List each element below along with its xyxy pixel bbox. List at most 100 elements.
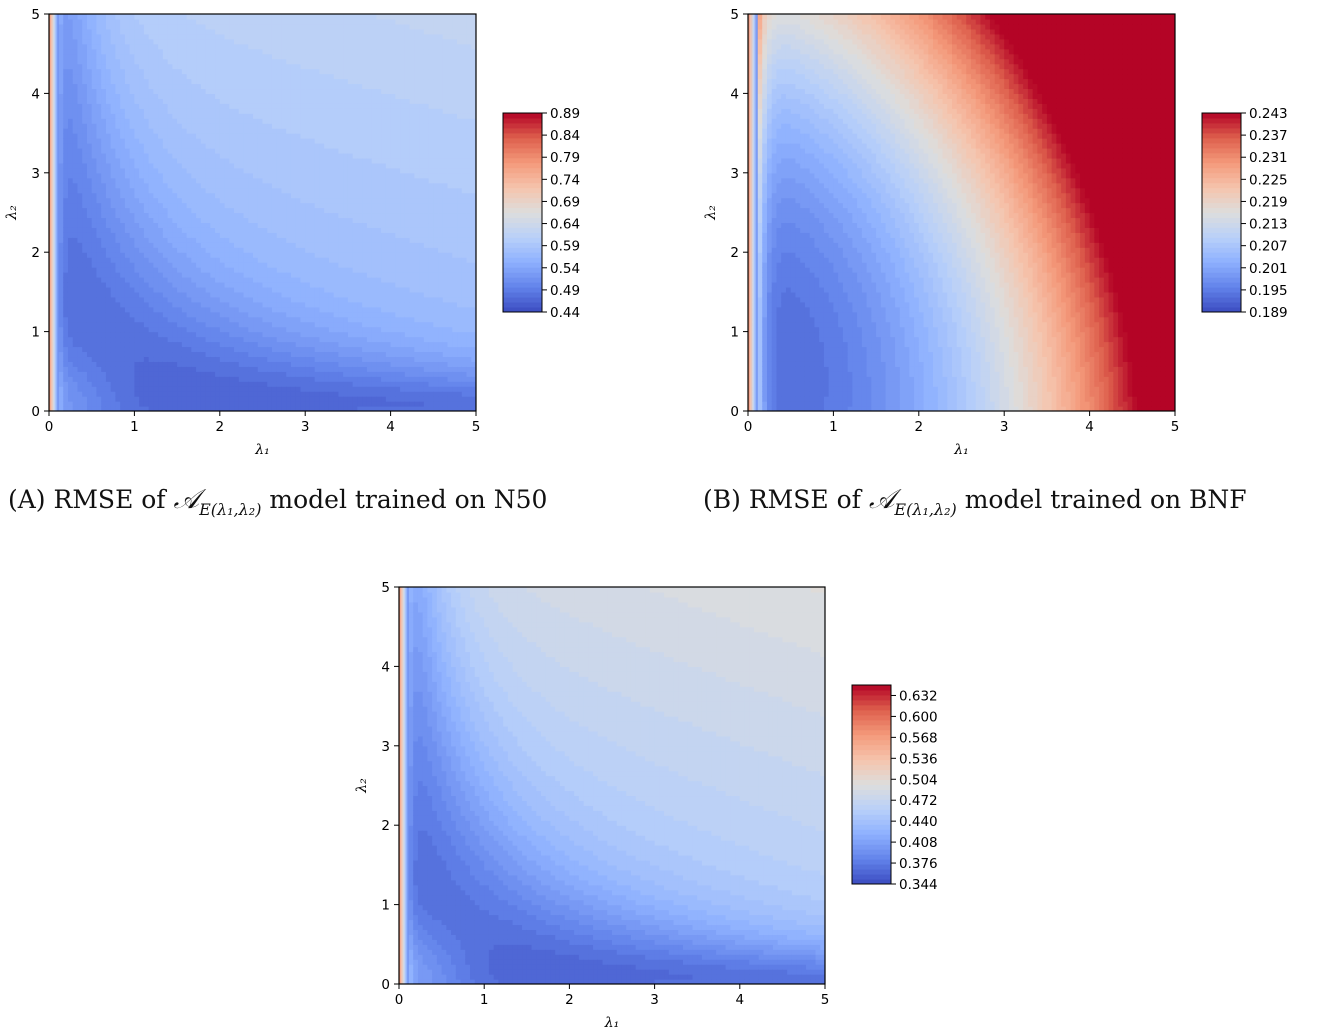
colorbar-tick-label-0-2: 0.54 — [550, 261, 580, 277]
x-tick-label-1-3: 3 — [1000, 419, 1009, 435]
colorbar-tick-label-1-2: 0.201 — [1249, 261, 1288, 277]
colorbar-frame-2 — [851, 684, 892, 885]
colorbar-band — [1202, 182, 1241, 189]
colorbar-band — [503, 217, 542, 223]
colorbar-band — [503, 277, 542, 283]
caption-b-label: (B) — [703, 485, 741, 514]
colorbar-band — [503, 267, 542, 273]
colorbar-band — [1202, 187, 1241, 194]
colorbar-band — [1202, 282, 1241, 288]
colorbar-band — [1202, 307, 1241, 313]
y-tick-label-0-5: 5 — [31, 7, 40, 23]
colorbar-band — [503, 272, 542, 278]
x-tick-label-2-3: 3 — [650, 992, 659, 1008]
caption-b-prefix: RMSE of — [749, 485, 861, 514]
colorbar-band — [1202, 237, 1241, 243]
x-tick-label-2-4: 4 — [736, 992, 745, 1008]
x-tick-label-1-4: 4 — [1085, 419, 1094, 435]
contour-field-1 — [748, 14, 1175, 411]
colorbar-band — [1202, 297, 1241, 303]
colorbar-band — [1202, 217, 1241, 223]
y-tick-label-1-1: 1 — [730, 325, 739, 341]
x-tick-label-1-5: 5 — [1171, 419, 1180, 435]
colorbar-band — [852, 839, 891, 845]
colorbar-band — [503, 147, 542, 154]
colorbar-tick-label-2-5: 0.504 — [899, 772, 938, 788]
caption-a: (A) RMSE of 𝒜E(λ₁,λ₂) model trained on N… — [8, 484, 547, 519]
colorbar-band — [1202, 192, 1241, 199]
colorbar-band — [852, 819, 891, 825]
colorbar-band — [852, 744, 891, 751]
x-tick-label-2-2: 2 — [565, 992, 574, 1008]
colorbar-band — [852, 864, 891, 870]
colorbar-band — [852, 739, 891, 746]
colorbar-band — [1202, 147, 1241, 154]
colorbar-tick-label-1-5: 0.219 — [1249, 194, 1288, 210]
x-axis-label-2: λ₁ — [604, 1015, 620, 1031]
caption-a-suffix: model trained on N50 — [269, 485, 547, 514]
colorbar-frame-1 — [1201, 112, 1242, 313]
y-tick-label-1-4: 4 — [730, 86, 739, 102]
colorbar-tick-label-1-1: 0.195 — [1249, 283, 1288, 299]
colorbar-band — [503, 242, 542, 248]
chart-panel-1: 0 1 2 3 4 5 0 1 2 3 4 5 λ₁ λ₂ 0.189 0.195 0.201 0.207 0.21… — [703, 7, 1288, 458]
contour-field-0 — [49, 14, 476, 411]
colorbar-band — [852, 844, 891, 850]
colorbar-band — [1202, 207, 1241, 213]
colorbar-band — [1202, 262, 1241, 268]
colorbar-band — [852, 824, 891, 830]
colorbar-band — [852, 729, 891, 736]
colorbar-band — [852, 869, 891, 875]
colorbar-tick-label-2-2: 0.408 — [899, 835, 938, 851]
colorbar-band — [503, 222, 542, 228]
colorbar-band — [852, 749, 891, 756]
x-tick-label-2-0: 0 — [395, 992, 404, 1008]
colorbar-tick-label-2-4: 0.472 — [899, 793, 938, 809]
colorbar-tick-label-1-9: 0.243 — [1249, 106, 1288, 122]
colorbar-band — [1202, 142, 1241, 149]
colorbar-band — [1202, 157, 1241, 164]
colorbar-band — [503, 212, 542, 218]
caption-b-subscript: E(λ₁,λ₂) — [894, 500, 956, 519]
colorbar-band — [1202, 267, 1241, 273]
colorbar-band — [503, 232, 542, 238]
colorbar-band — [503, 157, 542, 164]
colorbar-band — [1202, 277, 1241, 283]
y-axis-label-1: λ₂ — [703, 205, 719, 221]
y-tick-label-2-4: 4 — [381, 659, 390, 675]
colorbar-band — [503, 132, 542, 139]
colorbar-tick-label-2-0: 0.344 — [899, 877, 938, 893]
colorbar-band — [503, 162, 542, 169]
colorbar-band — [1202, 227, 1241, 233]
colorbar-band — [1202, 113, 1241, 119]
colorbar-band — [852, 794, 891, 800]
colorbar-band — [1202, 302, 1241, 308]
colorbar-band — [1202, 162, 1241, 169]
colorbar-band — [1202, 167, 1241, 174]
colorbar-band — [1202, 257, 1241, 263]
y-tick-label-1-2: 2 — [730, 245, 739, 261]
colorbar-band — [503, 292, 542, 298]
colorbar-band — [852, 849, 891, 855]
axes-frame-2 — [398, 586, 826, 985]
colorbar-tick-label-1-8: 0.237 — [1249, 128, 1288, 144]
colorbar-band — [503, 302, 542, 308]
colorbar-band — [503, 287, 542, 293]
colorbar-band — [852, 685, 891, 691]
colorbar-tick-label-1-6: 0.225 — [1249, 172, 1288, 188]
y-tick-label-2-1: 1 — [381, 898, 390, 914]
caption-b-symbol: 𝒜 — [869, 484, 895, 515]
caption-a-prefix: RMSE of — [54, 485, 166, 514]
colorbar-band — [852, 754, 891, 761]
y-tick-label-0-2: 2 — [31, 245, 40, 261]
colorbar-band — [852, 709, 891, 716]
colorbar-tick-label-1-4: 0.213 — [1249, 217, 1288, 233]
colorbar-2: 0.344 0.376 0.408 0.440 0.472 0.504 0.536 0.568… — [851, 684, 938, 893]
colorbar-band — [852, 829, 891, 835]
colorbar-band — [852, 809, 891, 815]
x-tick-label-0-0: 0 — [45, 419, 54, 435]
y-tick-label-2-5: 5 — [381, 580, 390, 596]
colorbar-band — [852, 804, 891, 810]
colorbar-band — [1202, 122, 1241, 129]
